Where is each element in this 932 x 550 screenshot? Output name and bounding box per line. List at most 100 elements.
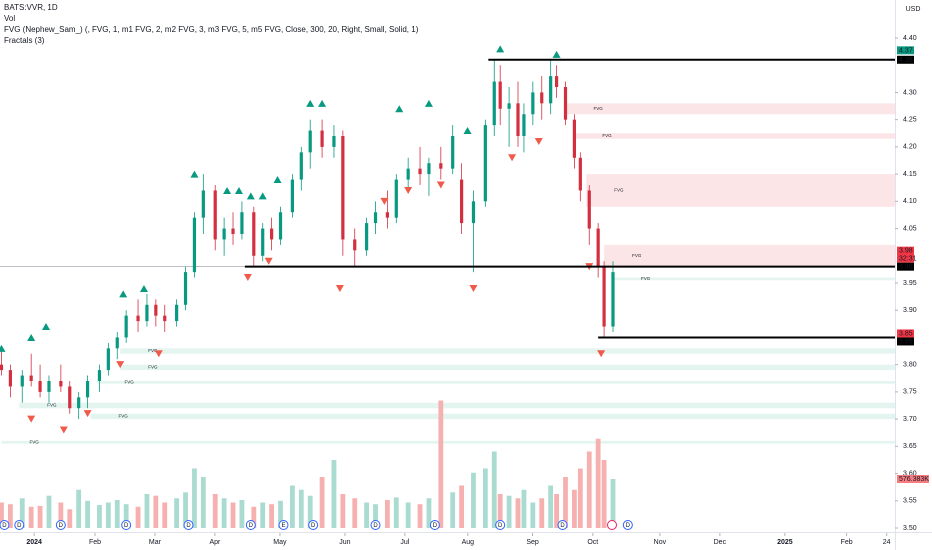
- volume-bar: [491, 451, 497, 528]
- candle-body: [136, 315, 140, 322]
- event-label: D: [373, 523, 378, 529]
- candle-body: [596, 228, 600, 267]
- fractal-up: [273, 176, 282, 184]
- fractal-up: [223, 186, 232, 194]
- candle-body: [261, 228, 265, 256]
- volume-bar: [373, 504, 378, 528]
- fvg-label: FVG: [148, 348, 158, 353]
- candle-body: [231, 228, 235, 234]
- fractal-up: [0, 344, 6, 352]
- fvg-zone: [19, 402, 896, 409]
- volume-bar: [438, 400, 444, 528]
- volume-bar: [601, 460, 607, 528]
- price-label: 3.85: [899, 338, 913, 345]
- candle-body: [498, 81, 502, 109]
- symbol-title: BATS:VVR, 1D: [4, 3, 58, 12]
- candle-body: [451, 136, 455, 169]
- fractal-up: [42, 323, 51, 331]
- volume-label: 576.383K: [899, 476, 929, 483]
- candle-body: [483, 125, 487, 202]
- event-label: D: [560, 523, 565, 529]
- event-marker: [55, 520, 66, 530]
- volume-bar: [577, 468, 583, 528]
- fvg-label: FVG: [124, 380, 134, 385]
- candle-body: [8, 370, 12, 387]
- volume-bar: [144, 494, 150, 528]
- fvg-label: FVG: [593, 106, 603, 111]
- fvg-zone: [586, 174, 895, 207]
- candle-body: [427, 163, 431, 175]
- price-label-bg: [897, 337, 914, 346]
- volume-bar: [67, 509, 73, 528]
- candle-body: [278, 212, 283, 240]
- event-label: E: [281, 523, 285, 529]
- y-tick-label: 3.65: [903, 443, 917, 450]
- fractal-up: [119, 290, 128, 298]
- candle-body: [522, 114, 526, 136]
- fractal-up: [139, 284, 148, 292]
- event-marker: [183, 520, 194, 530]
- fractal-down: [154, 350, 163, 358]
- candle-body: [572, 119, 577, 158]
- y-tick-label: 4.05: [903, 225, 917, 232]
- event-marker: [557, 520, 568, 530]
- fractal-up: [463, 127, 472, 135]
- event-marker: [429, 520, 440, 530]
- fvg-zone: [604, 244, 895, 267]
- candle-body: [549, 76, 553, 104]
- event-marker: [622, 520, 633, 530]
- volume-bar: [230, 502, 236, 528]
- volume-bar: [515, 498, 521, 528]
- candle-body: [507, 103, 511, 109]
- candle-body: [439, 163, 443, 169]
- volume-bar: [135, 506, 141, 528]
- candle-body: [385, 212, 389, 218]
- fractal-down: [116, 361, 125, 369]
- volume-bar: [114, 499, 120, 528]
- volume-bar: [471, 472, 476, 528]
- volume-bar: [364, 502, 370, 528]
- candle-body: [59, 381, 63, 387]
- event-label: D: [59, 523, 64, 529]
- x-tick-label: Feb: [841, 539, 853, 546]
- volume-bar: [153, 495, 159, 528]
- volume-bar: [192, 468, 197, 528]
- volume-bar: [595, 438, 601, 528]
- x-tick-label: Apr: [209, 539, 221, 546]
- candle-body: [540, 92, 544, 104]
- y-tick-label: 3.95: [903, 280, 917, 287]
- candle-body: [554, 76, 559, 87]
- fvg-zone: [120, 364, 895, 371]
- fvg-zone: [574, 133, 895, 139]
- candle-body: [145, 304, 149, 322]
- candle-body: [201, 190, 205, 218]
- event-label: D: [2, 523, 7, 529]
- candle-body: [85, 381, 90, 398]
- y-tick-label: 3.50: [903, 525, 917, 532]
- x-tick-label: May: [273, 539, 287, 546]
- x-tick-label: Aug: [462, 539, 475, 546]
- indicator-label: FVG (Nephew_Sam_) (, FVG, 1, m1 FVG, 2, …: [4, 25, 419, 34]
- fractal-up: [424, 99, 433, 107]
- volume-bar: [426, 498, 432, 528]
- volume-bar: [212, 494, 218, 528]
- event-marker: [0, 520, 10, 530]
- event-marker: [370, 520, 381, 530]
- volume-bar: [548, 485, 554, 528]
- event-marker: [495, 520, 506, 530]
- event-label: D: [249, 523, 254, 529]
- fvg-label: FVG: [614, 188, 624, 193]
- volume-bar: [521, 489, 527, 528]
- fractal-up: [496, 45, 505, 53]
- candle-body: [154, 304, 158, 316]
- fractal-down: [335, 284, 344, 292]
- fractal-down: [534, 137, 543, 145]
- y-tick-label: 4.25: [903, 117, 917, 124]
- fractal-up: [306, 99, 315, 107]
- candle-body: [124, 315, 128, 338]
- volume-bar: [331, 460, 337, 528]
- indicator-label: Vol: [4, 14, 15, 23]
- y-tick-label: 3.55: [903, 498, 917, 505]
- price-label: 4.37: [899, 47, 913, 54]
- candle-body: [611, 272, 615, 327]
